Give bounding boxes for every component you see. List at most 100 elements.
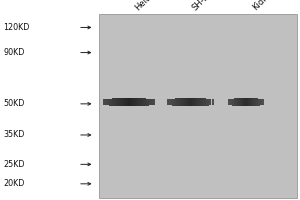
- Bar: [203, 98, 204, 106]
- Text: 90KD: 90KD: [3, 48, 24, 57]
- Bar: [208, 99, 209, 106]
- Bar: [206, 99, 207, 106]
- Bar: [239, 98, 240, 106]
- Bar: [240, 98, 241, 106]
- Bar: [121, 98, 122, 106]
- Bar: [105, 99, 106, 105]
- Bar: [233, 99, 234, 106]
- Bar: [144, 98, 145, 106]
- Text: 35KD: 35KD: [3, 130, 24, 139]
- Bar: [129, 98, 130, 106]
- Bar: [236, 98, 237, 106]
- Text: 50KD: 50KD: [3, 99, 24, 108]
- Bar: [110, 99, 111, 106]
- Bar: [103, 99, 104, 105]
- Bar: [246, 98, 247, 106]
- Bar: [176, 98, 177, 106]
- Text: 20KD: 20KD: [3, 179, 24, 188]
- Bar: [181, 98, 182, 106]
- Bar: [259, 99, 260, 106]
- Bar: [151, 99, 152, 105]
- Bar: [207, 99, 208, 106]
- Bar: [249, 98, 250, 106]
- Bar: [123, 98, 124, 106]
- Bar: [108, 99, 109, 105]
- Bar: [170, 99, 171, 105]
- Bar: [185, 98, 186, 106]
- Bar: [250, 98, 251, 106]
- Bar: [133, 98, 134, 106]
- Bar: [244, 98, 245, 106]
- Bar: [195, 98, 196, 106]
- Bar: [120, 98, 121, 106]
- Bar: [180, 98, 181, 106]
- Bar: [236, 98, 237, 106]
- Bar: [116, 98, 117, 106]
- Bar: [99, 14, 297, 198]
- Bar: [238, 98, 239, 106]
- Bar: [169, 99, 170, 105]
- Text: Kidney: Kidney: [250, 0, 277, 12]
- Bar: [130, 98, 131, 106]
- Bar: [191, 98, 192, 106]
- Bar: [138, 98, 139, 106]
- Bar: [128, 98, 129, 106]
- Bar: [179, 98, 180, 106]
- Bar: [184, 98, 185, 106]
- Bar: [152, 99, 153, 105]
- Bar: [193, 98, 194, 106]
- Bar: [113, 98, 114, 106]
- Bar: [115, 98, 116, 106]
- Bar: [177, 98, 178, 106]
- Bar: [242, 98, 243, 106]
- Bar: [173, 99, 174, 106]
- Bar: [167, 99, 168, 105]
- Bar: [114, 98, 115, 106]
- Text: Hela: Hela: [134, 0, 153, 12]
- Bar: [124, 98, 125, 106]
- Bar: [205, 98, 206, 106]
- Bar: [192, 98, 193, 106]
- Bar: [143, 98, 144, 106]
- Bar: [200, 98, 201, 106]
- Bar: [189, 98, 190, 106]
- Bar: [212, 99, 213, 105]
- Bar: [135, 98, 136, 106]
- Bar: [263, 99, 264, 105]
- Bar: [183, 98, 184, 106]
- Bar: [134, 98, 135, 106]
- Bar: [118, 98, 119, 106]
- Bar: [248, 98, 249, 106]
- Bar: [253, 98, 254, 106]
- Bar: [247, 98, 248, 106]
- Bar: [204, 98, 205, 106]
- Bar: [148, 99, 149, 106]
- Bar: [234, 98, 235, 106]
- Bar: [186, 98, 187, 106]
- Bar: [213, 99, 214, 105]
- Bar: [228, 99, 229, 105]
- Bar: [127, 98, 128, 106]
- Text: 120KD: 120KD: [3, 23, 29, 32]
- Bar: [147, 99, 148, 106]
- Bar: [119, 98, 120, 106]
- Bar: [136, 98, 137, 106]
- Bar: [182, 98, 183, 106]
- Bar: [255, 98, 256, 106]
- Bar: [235, 98, 236, 106]
- Bar: [190, 98, 191, 106]
- Bar: [122, 98, 123, 106]
- Bar: [260, 99, 261, 105]
- Bar: [237, 98, 238, 106]
- Bar: [125, 98, 126, 106]
- Bar: [241, 98, 242, 106]
- Bar: [117, 98, 118, 106]
- Bar: [112, 98, 113, 106]
- Bar: [252, 98, 253, 106]
- Bar: [168, 99, 169, 105]
- Bar: [104, 99, 105, 105]
- Bar: [132, 98, 133, 106]
- Bar: [153, 99, 154, 105]
- Bar: [187, 98, 188, 106]
- Bar: [150, 99, 151, 105]
